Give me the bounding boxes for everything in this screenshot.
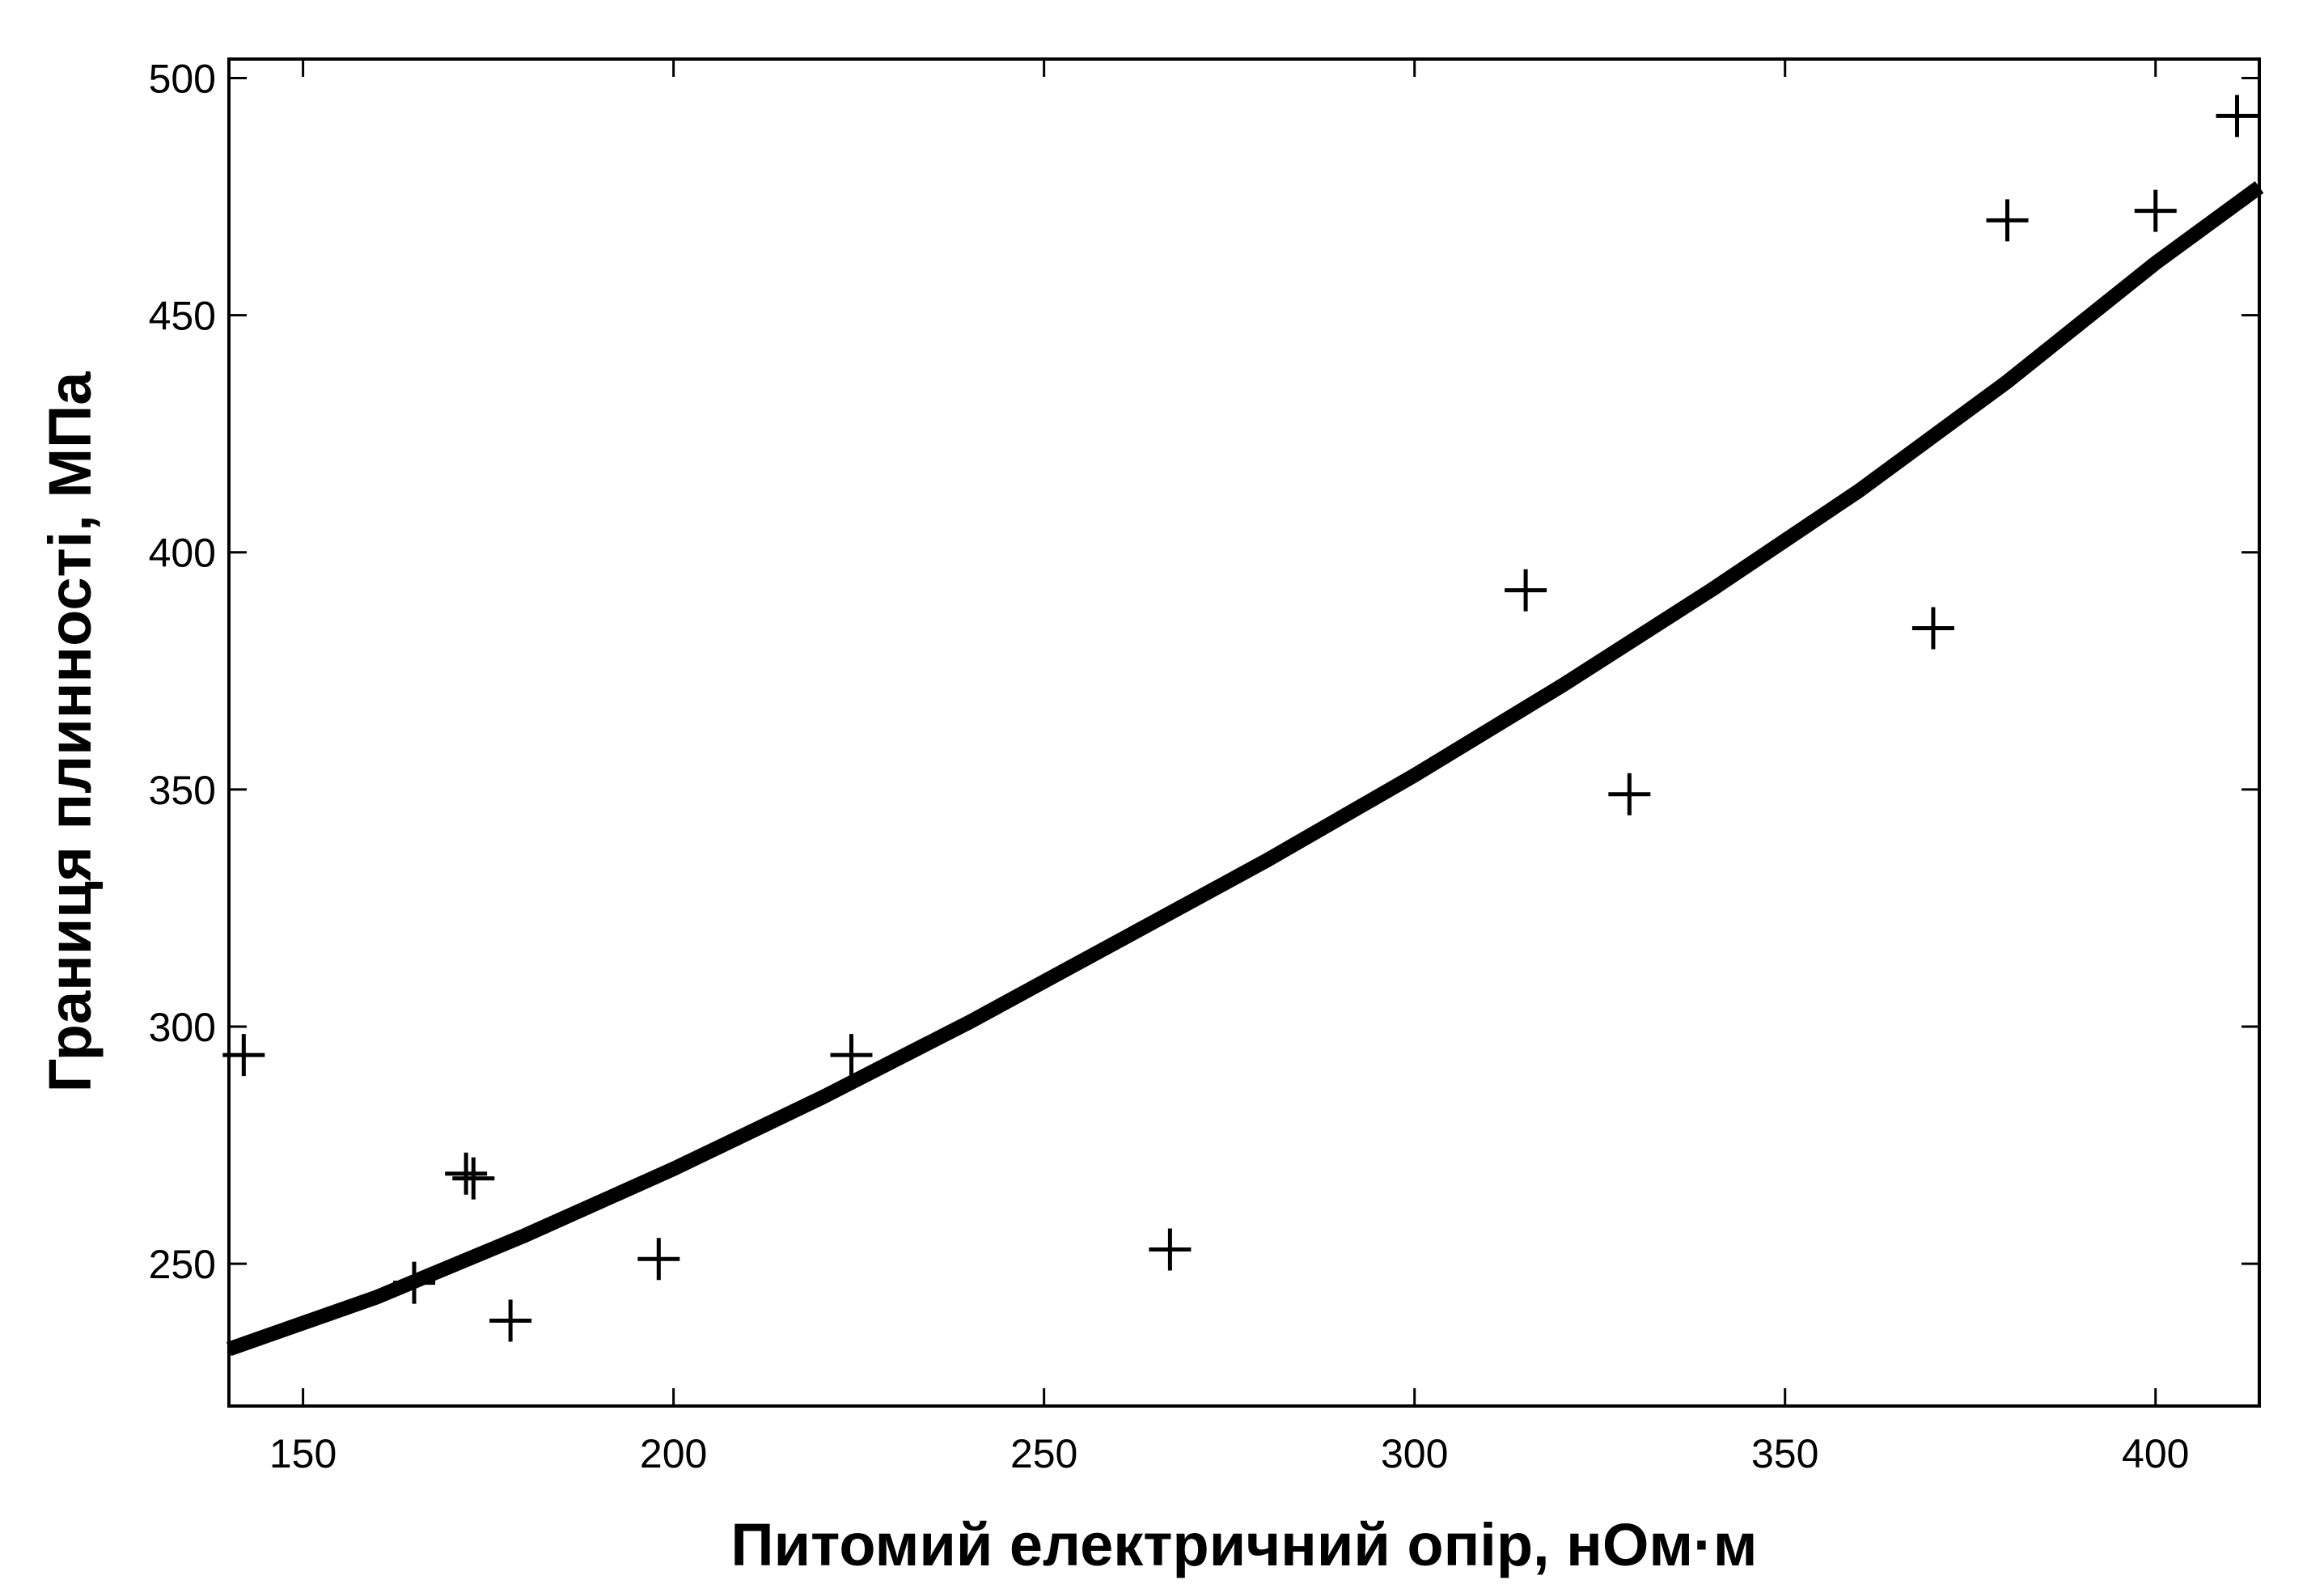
y-tick-label: 500 <box>149 56 216 101</box>
y-tick-label: 450 <box>149 294 216 339</box>
x-tick-label: 400 <box>2122 1431 2189 1476</box>
data-point <box>637 1238 680 1281</box>
x-tick-label: 200 <box>640 1431 707 1476</box>
x-tick-label: 300 <box>1381 1431 1448 1476</box>
data-point <box>393 1261 436 1304</box>
data-point <box>830 1034 873 1077</box>
fit-curve-layer <box>226 181 2264 1357</box>
x-tick-label: 250 <box>1010 1431 1077 1476</box>
data-point <box>1149 1228 1192 1271</box>
data-point <box>1505 569 1547 612</box>
data-point <box>1986 199 2029 242</box>
y-tick-label: 350 <box>149 768 216 813</box>
x-axis-title: Питомий електричний опір, нОм·м <box>730 1511 1757 1578</box>
plot-area <box>227 57 2261 1408</box>
y-axis-title: Границя плинності, МПа <box>36 371 104 1093</box>
y-tick-label: 300 <box>149 1005 216 1050</box>
x-tick-label: 150 <box>269 1431 337 1476</box>
data-point <box>2134 189 2177 232</box>
data-point <box>452 1157 495 1200</box>
data-points-layer <box>222 95 2258 1342</box>
data-point <box>1911 607 1954 650</box>
data-point <box>222 1034 265 1077</box>
fit-curve <box>226 181 2264 1357</box>
data-point <box>1608 773 1651 815</box>
data-point <box>489 1299 532 1342</box>
x-tick-label: 350 <box>1751 1431 1818 1476</box>
x-axis-ticks: 150 200 250 300 350 400 <box>269 59 2189 1476</box>
data-point <box>2216 95 2258 138</box>
data-point <box>445 1152 488 1195</box>
y-axis-ticks: 250 300 350 400 450 500 <box>149 56 2259 1287</box>
y-tick-label: 400 <box>149 531 216 576</box>
y-tick-label: 250 <box>149 1242 216 1287</box>
